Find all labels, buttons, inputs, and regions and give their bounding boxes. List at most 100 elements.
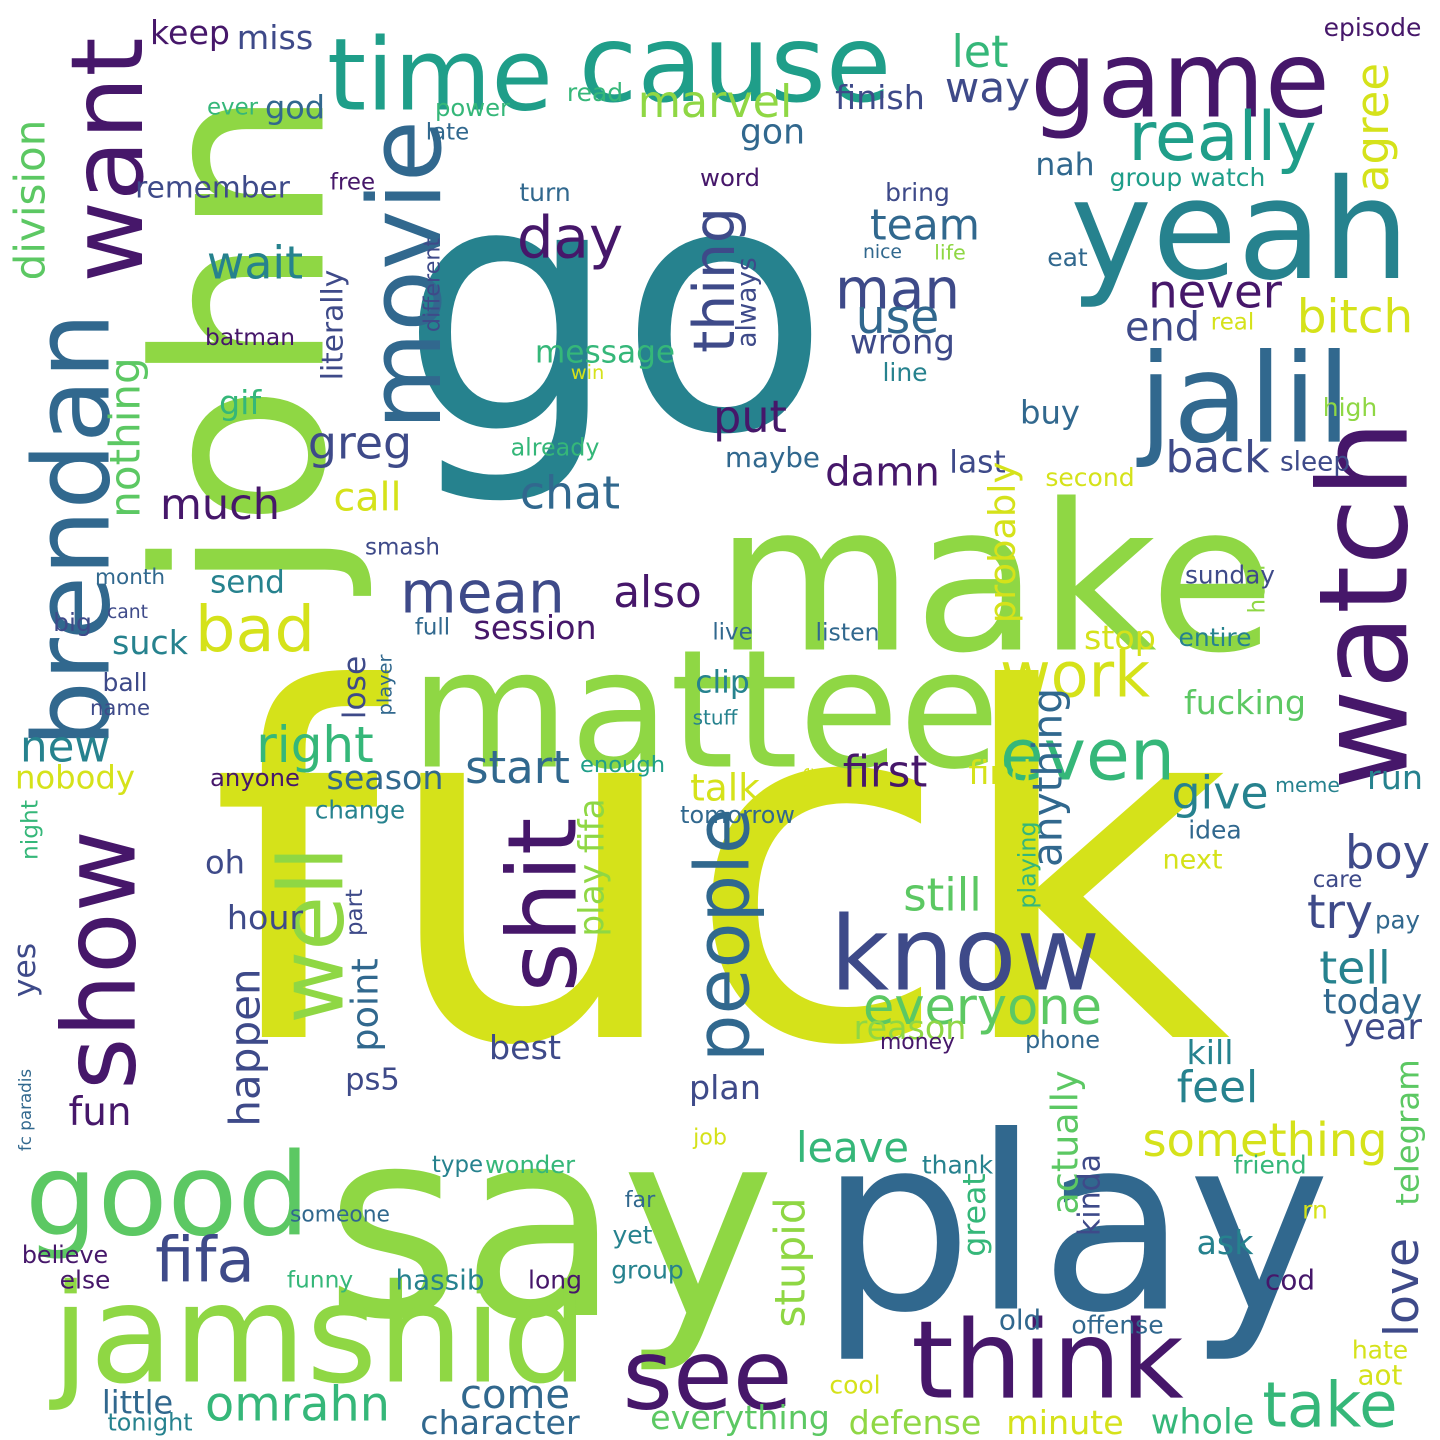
word-let: let [951, 27, 1008, 78]
word-shit: shit [487, 818, 599, 993]
word-someone: someone [290, 1203, 390, 1228]
word-anything: anything [1024, 688, 1072, 867]
word-sunday: sunday [1185, 561, 1275, 590]
word-tell: tell [1319, 941, 1391, 995]
word-something: something [1142, 1113, 1387, 1167]
word-damn: damn [825, 450, 940, 496]
word-telegram: telegram [1389, 1059, 1427, 1205]
word-make: make [715, 462, 1275, 699]
word-power: power [435, 93, 510, 122]
word-team: team [870, 201, 980, 250]
word-best: best [489, 1028, 561, 1067]
word-yeah: yeah [1070, 149, 1410, 311]
word-find: find [968, 753, 1031, 792]
word-play: play [819, 1085, 1330, 1366]
word-ps5: ps5 [345, 1063, 400, 1098]
word-send: send [210, 565, 285, 601]
word-talk: talk [690, 766, 760, 810]
word-long: long [528, 1266, 582, 1295]
word-buy: buy [1020, 394, 1080, 432]
word-really: really [1128, 98, 1316, 177]
word-brendan: brendan [12, 312, 134, 747]
word-watch: watch [1294, 420, 1437, 790]
word-sleep: sleep [1280, 448, 1350, 478]
word-entire: entire [1178, 623, 1251, 652]
word-jamshid: jamshid [49, 1256, 589, 1415]
word-yes: yes [7, 943, 43, 997]
word-right: right [256, 716, 373, 774]
word-man: man [835, 258, 960, 323]
word-live: live [712, 620, 752, 646]
word-next: next [1162, 845, 1222, 876]
word-phone: phone [1025, 1026, 1100, 1054]
word-night: night [17, 800, 44, 860]
word-good: good [25, 1129, 310, 1262]
word-stupid: stupid [766, 1198, 815, 1328]
word-people: people [679, 808, 767, 1062]
word-smash: smash [365, 535, 440, 561]
word-great: great [957, 1173, 993, 1256]
word-month: month [95, 565, 165, 590]
word-real: real [1211, 310, 1254, 336]
word-give: give [1171, 766, 1268, 820]
word-literally: literally [316, 270, 350, 381]
word-clip: clip [695, 665, 749, 701]
word-win: win [571, 361, 605, 384]
word-character: character [420, 1403, 580, 1440]
word-stop: stop [1084, 618, 1156, 657]
word-today: today [1323, 983, 1423, 1023]
word-part: part [342, 889, 368, 936]
word-meme: meme [1275, 773, 1340, 797]
word-word: word [700, 163, 760, 192]
word-care: care [1313, 867, 1363, 893]
word-bring: bring [885, 178, 950, 207]
word-go: go [400, 110, 830, 511]
word-day: day [517, 204, 623, 272]
word-mattee: mattee [410, 615, 1000, 806]
word-die: die [798, 767, 818, 793]
word-second: second [1045, 463, 1134, 492]
word-first: first [843, 748, 928, 798]
word-group: group [611, 1256, 684, 1285]
word-god: god [265, 89, 325, 127]
word-probably: probably [981, 462, 1024, 623]
word-fun: fun [69, 1090, 132, 1135]
word-division: division [6, 120, 55, 281]
word-always: always [733, 257, 763, 347]
word-big: big [53, 608, 92, 637]
word-rn: rn [1302, 1196, 1328, 1225]
word-free: free [330, 170, 375, 196]
word-movie: movie [346, 120, 464, 430]
word-group-watch: group watch [1110, 163, 1266, 192]
word-enough: enough [580, 752, 665, 778]
word-keep: keep [150, 13, 230, 52]
word-fuck: fuck [209, 589, 1230, 1151]
word-leave: leave [796, 1123, 909, 1172]
word-already: already [511, 434, 600, 462]
word-way: way [945, 63, 1030, 112]
word-everyone: everyone [863, 978, 1102, 1037]
word-yet: yet [613, 1221, 653, 1250]
word-fifa: fifa [155, 1224, 255, 1297]
word-last: last [949, 445, 1005, 481]
word-end: end [1125, 305, 1200, 351]
word-work: work [1000, 639, 1150, 712]
word-believe: believe [22, 1241, 108, 1269]
word-also: also [613, 567, 702, 618]
word-episode: episode [1324, 13, 1422, 42]
word-cool: cool [829, 1371, 880, 1400]
word-friend: friend [1233, 1151, 1306, 1180]
word-ask: ask [1196, 1223, 1254, 1262]
word-actually: actually [1044, 1070, 1087, 1214]
word-batman: batman [205, 324, 295, 351]
word-different: different [420, 238, 446, 333]
word-suck: suck [112, 623, 189, 662]
word-offense: offense [1071, 1311, 1163, 1340]
word-jalil: jalil [1136, 329, 1352, 472]
word-say: say [325, 1073, 776, 1377]
word-anyone: anyone [210, 763, 300, 792]
word-finish: finish [835, 78, 925, 117]
word-tonight: tonight [107, 1409, 192, 1437]
